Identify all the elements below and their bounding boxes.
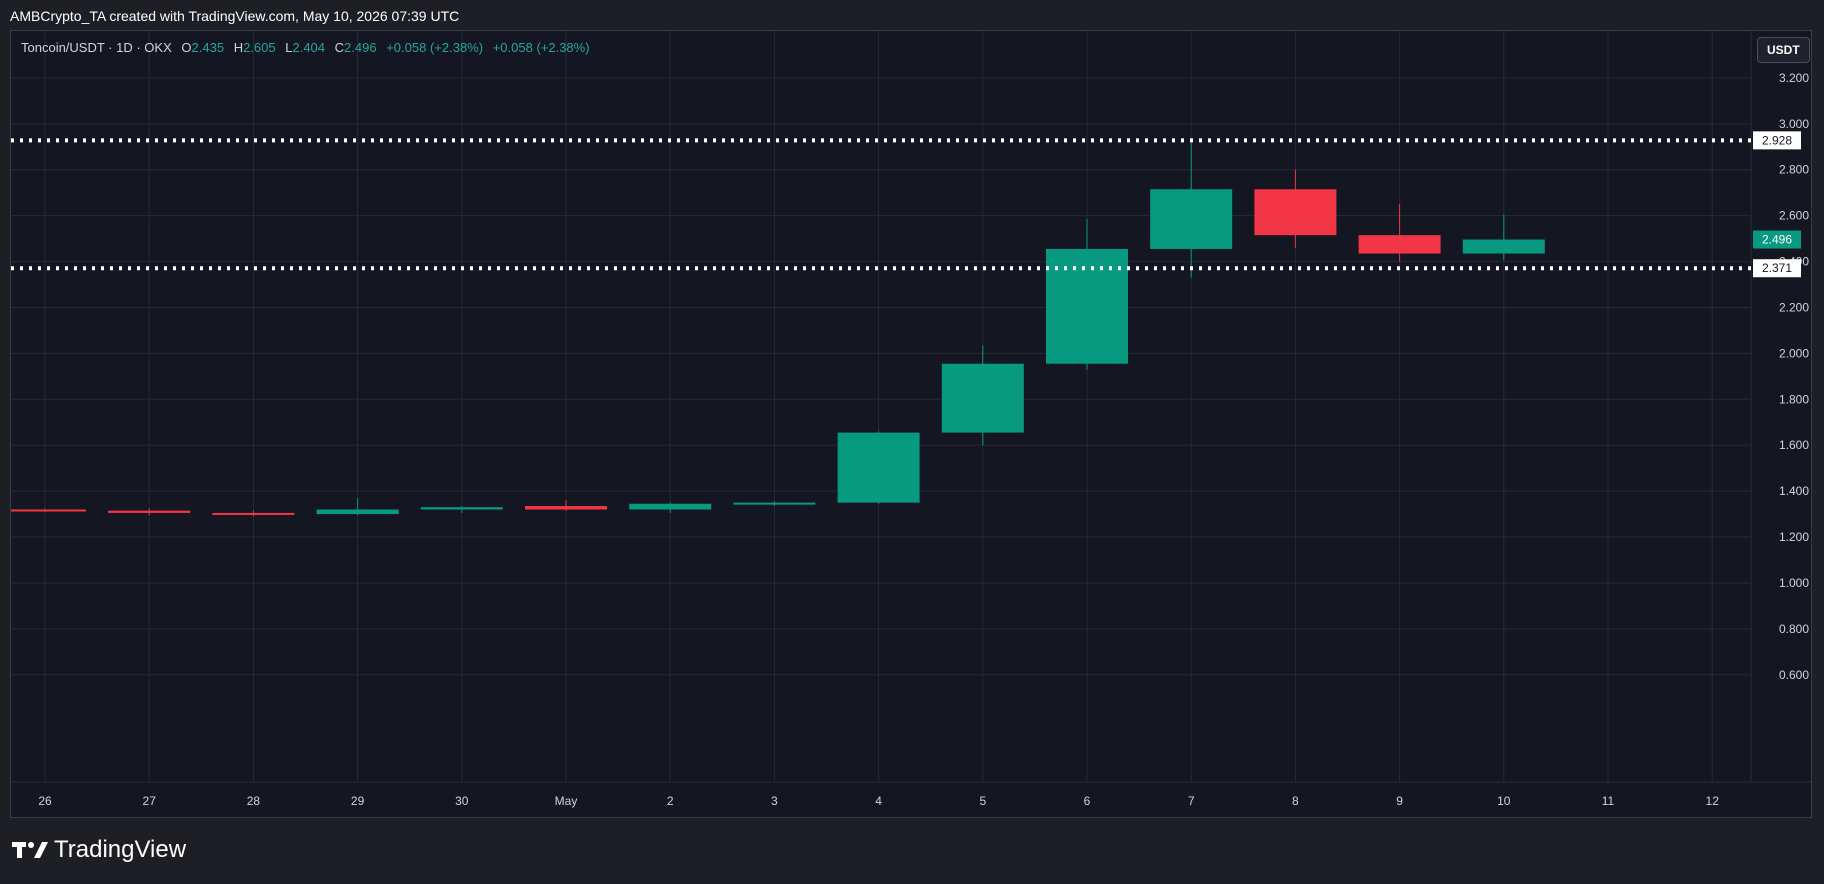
x-tick-label: 6	[1084, 794, 1091, 808]
level-price-label: 2.371	[1762, 261, 1792, 275]
candle-body	[1358, 235, 1441, 254]
chart-caption: AMBCrypto_TA created with TradingView.co…	[10, 8, 460, 24]
y-tick-label: 2.000	[1779, 346, 1809, 360]
y-tick-label: 1.000	[1779, 576, 1809, 590]
y-tick-label: 1.600	[1779, 438, 1809, 452]
candle-body	[629, 503, 712, 510]
candle-body	[1254, 189, 1337, 236]
y-tick-label: 3.200	[1779, 71, 1809, 85]
legend-low-label: L	[285, 40, 293, 55]
y-tick-label: 2.800	[1779, 163, 1809, 177]
brand-name: TradingView	[54, 836, 187, 863]
candle-body	[525, 506, 607, 510]
candle-body	[212, 512, 295, 515]
ohlc-legend: Toncoin/USDT · 1D · OKX O2.435 H2.605 L2…	[21, 40, 590, 55]
chart-panel[interactable]: 3.2003.0002.8002.6002.4002.2002.0001.800…	[10, 30, 1812, 818]
candle-body	[108, 510, 191, 513]
x-tick-label: May	[555, 794, 578, 808]
legend-high-label: H	[233, 40, 244, 55]
x-tick-label: 29	[351, 794, 365, 808]
x-tick-label: 27	[143, 794, 157, 808]
y-tick-label: 3.000	[1779, 117, 1809, 131]
plot-background	[11, 31, 1811, 817]
level-price-tag	[1753, 131, 1801, 150]
candle-body	[837, 432, 920, 503]
legend-high-value: 2.605	[243, 40, 276, 55]
y-tick-label: 0.800	[1779, 622, 1809, 636]
y-tick-label: 2.600	[1779, 209, 1809, 223]
level-price-tag	[1753, 259, 1801, 278]
x-tick-label: 26	[38, 794, 52, 808]
x-tick-label: 9	[1396, 794, 1403, 808]
y-tick-label: 0.600	[1779, 668, 1809, 682]
last-price-label: 2.496	[1762, 233, 1792, 247]
tradingview-brand: TradingView	[12, 836, 186, 864]
y-tick-label: 1.200	[1779, 530, 1809, 544]
x-tick-label: 12	[1706, 794, 1720, 808]
y-tick-label: 1.400	[1779, 484, 1809, 498]
candle-body	[316, 509, 399, 515]
price-chart[interactable]: 3.2003.0002.8002.6002.4002.2002.0001.800…	[11, 31, 1811, 817]
candle-body	[1462, 239, 1545, 254]
candle-body	[420, 507, 503, 510]
legend-change: +0.058 (+2.38%)	[386, 40, 484, 55]
y-tick-label: 2.200	[1779, 300, 1809, 314]
candle-body	[733, 502, 816, 505]
legend-change-secondary: +0.058 (+2.38%)	[492, 40, 590, 55]
candle-body	[11, 509, 86, 512]
currency-badge[interactable]: USDT	[1757, 37, 1810, 63]
x-tick-label: 7	[1188, 794, 1195, 808]
x-tick-label: 4	[875, 794, 882, 808]
x-tick-label: 3	[771, 794, 778, 808]
x-tick-label: 30	[455, 794, 469, 808]
legend-open-label: O	[181, 40, 192, 55]
x-tick-label: 5	[979, 794, 986, 808]
x-tick-label: 8	[1292, 794, 1299, 808]
candle-body	[1150, 189, 1233, 249]
legend-close-value: 2.496	[344, 40, 377, 55]
last-price-tag	[1753, 230, 1801, 249]
x-tick-label: 28	[247, 794, 261, 808]
x-tick-label: 10	[1497, 794, 1511, 808]
legend-open-value: 2.435	[191, 40, 225, 55]
legend-symbol[interactable]: Toncoin/USDT · 1D · OKX	[21, 40, 172, 55]
tradingview-logo-icon	[12, 842, 48, 858]
y-tick-label: 1.800	[1779, 392, 1809, 406]
candle-body	[941, 363, 1024, 433]
legend-close-label: C	[334, 40, 345, 55]
level-price-label: 2.928	[1762, 133, 1792, 147]
x-tick-label: 2	[667, 794, 674, 808]
x-tick-label: 11	[1602, 794, 1615, 808]
legend-low-value: 2.404	[292, 40, 326, 55]
candle-body	[1046, 248, 1128, 364]
